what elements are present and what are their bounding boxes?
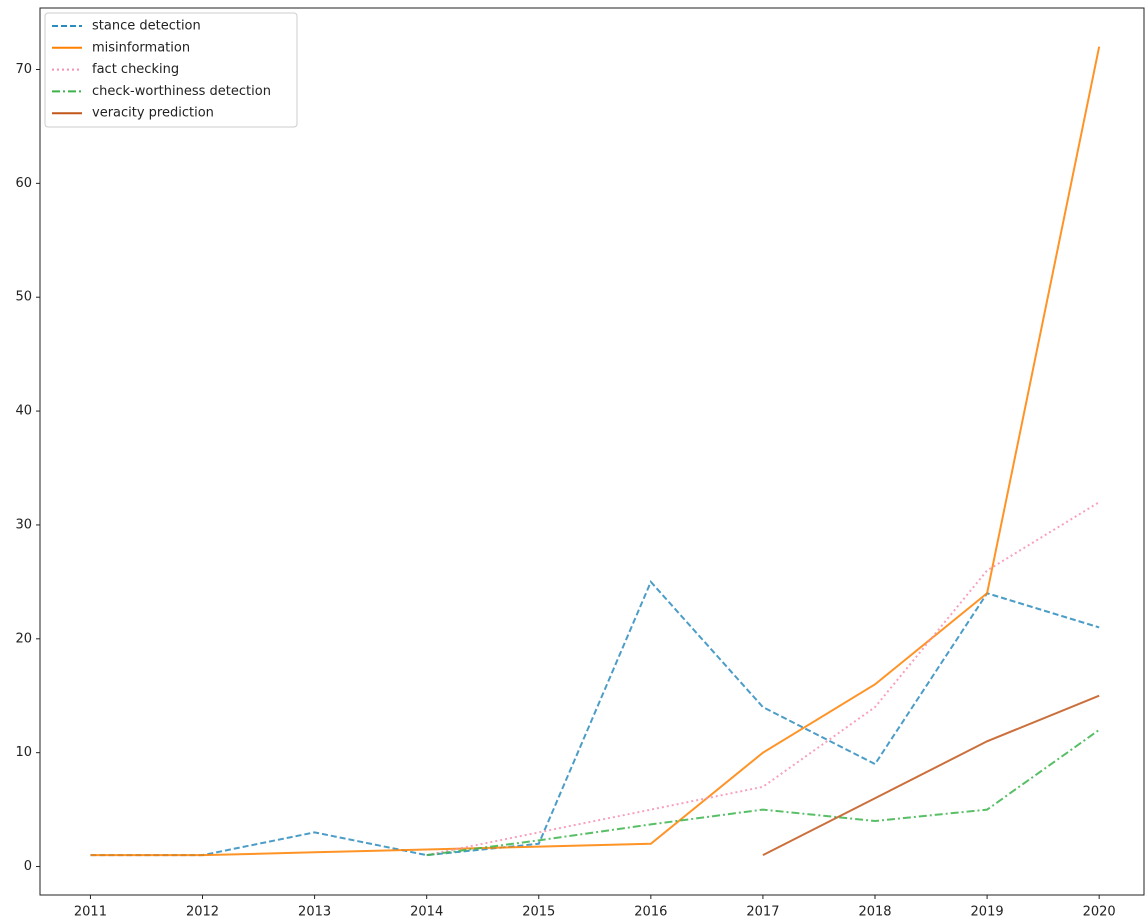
x-tick-label: 2020 — [1083, 905, 1116, 920]
legend-box — [44, 12, 298, 128]
y-tick-label: 60 — [15, 176, 32, 191]
legend-label: veracity prediction — [92, 106, 214, 121]
x-tick-label: 2011 — [74, 905, 107, 920]
x-tick-label: 2017 — [746, 905, 779, 920]
x-tick-label: 2015 — [522, 905, 555, 920]
y-tick-label: 40 — [15, 404, 32, 419]
x-tick-label: 2014 — [410, 905, 443, 920]
y-tick-label: 30 — [15, 517, 32, 532]
y-tick-label: 0 — [24, 859, 32, 874]
legend-label: stance detection — [92, 19, 201, 34]
series-line — [426, 729, 1100, 857]
legend: stance detection misinformation fact check… — [44, 12, 298, 128]
legend-label: misinformation — [92, 40, 190, 55]
series-line — [762, 694, 1100, 857]
series-line — [90, 580, 1100, 857]
x-tick-label: 2019 — [971, 905, 1004, 920]
x-tick-label: 2013 — [298, 905, 331, 920]
y-tick-label: 10 — [15, 745, 32, 760]
series-line — [90, 46, 1101, 857]
x-tick-label: 2012 — [186, 905, 219, 920]
x-tick-label: 2016 — [634, 905, 667, 920]
y-tick-label: 20 — [15, 631, 32, 646]
x-tick-label: 2018 — [858, 905, 891, 920]
y-tick-label: 50 — [15, 290, 32, 305]
legend-label: check-worthiness detection — [92, 84, 271, 99]
legend-label: fact checking — [92, 62, 179, 77]
y-tick-label: 70 — [15, 62, 32, 77]
plot-frame — [39, 7, 1145, 896]
